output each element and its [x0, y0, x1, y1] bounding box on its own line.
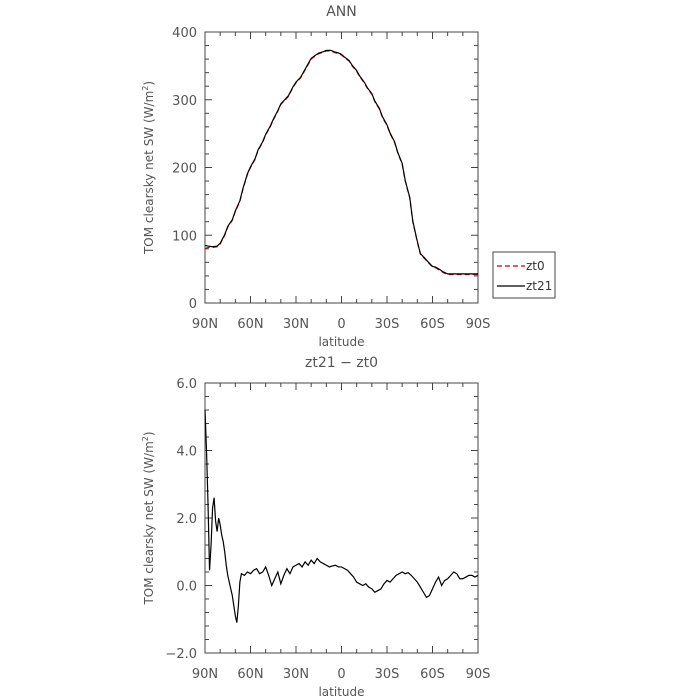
y-tick-label: 2.0 [176, 512, 197, 527]
legend-box [492, 251, 556, 299]
series-line-zt0 [204, 50, 478, 276]
x-axis-label: latitude [318, 335, 364, 349]
x-tick-label: 30S [375, 667, 400, 682]
y-axis-label: TOM clearsky net SW (W/m2) [141, 431, 156, 605]
y-tick-label: 0 [189, 297, 197, 312]
y-tick-label: 6.0 [176, 377, 197, 392]
legend: zt0 zt21 [492, 251, 556, 299]
x-tick-label: 60S [420, 317, 445, 332]
x-tick-label: 90S [466, 317, 491, 332]
chart-panel-1: ANN 90N 60N 30N 0 30S 60S 90S 0 100 200 300 400 latit… [141, 4, 556, 349]
x-tick-label: 60N [237, 667, 263, 682]
chart-title: zt21 − zt0 [305, 355, 378, 371]
x-tick-label: 90N [192, 667, 218, 682]
x-tick-label: 30S [375, 317, 400, 332]
y-tick-label: 100 [172, 229, 197, 244]
y-tick-label: −2.0 [165, 647, 197, 662]
plot-frame [204, 31, 479, 304]
series-line-zt21 [204, 49, 478, 275]
y-tick-label: 4.0 [176, 445, 197, 460]
plot-frame [204, 382, 479, 654]
x-tick-label: 90S [466, 667, 491, 682]
y-tick-label: 200 [172, 162, 197, 177]
legend-label-zt21: zt21 [526, 279, 552, 293]
legend-label-zt0: zt0 [526, 259, 545, 273]
x-tick-label: 30N [283, 667, 309, 682]
x-tick-label: 0 [337, 667, 345, 682]
x-tick-label: 90N [192, 317, 218, 332]
x-tick-label: 30N [283, 317, 309, 332]
y-tick-label: 400 [172, 26, 197, 41]
x-axis-label: latitude [318, 685, 364, 699]
x-tick-label: 60N [237, 317, 263, 332]
y-axis-label: TOM clearsky net SW (W/m2) [141, 81, 156, 255]
chart-panel-2: zt21 − zt0 90N 60N 30N 0 30S 60S 90S −2.0 0.0 2.0 4… [141, 355, 490, 699]
x-tick-label: 60S [420, 667, 445, 682]
y-tick-label: 0.0 [176, 580, 197, 595]
series-line-series-1 [204, 409, 479, 623]
x-tick-label: 0 [337, 317, 345, 332]
y-tick-label: 300 [172, 94, 197, 109]
chart-title: ANN [326, 4, 357, 20]
